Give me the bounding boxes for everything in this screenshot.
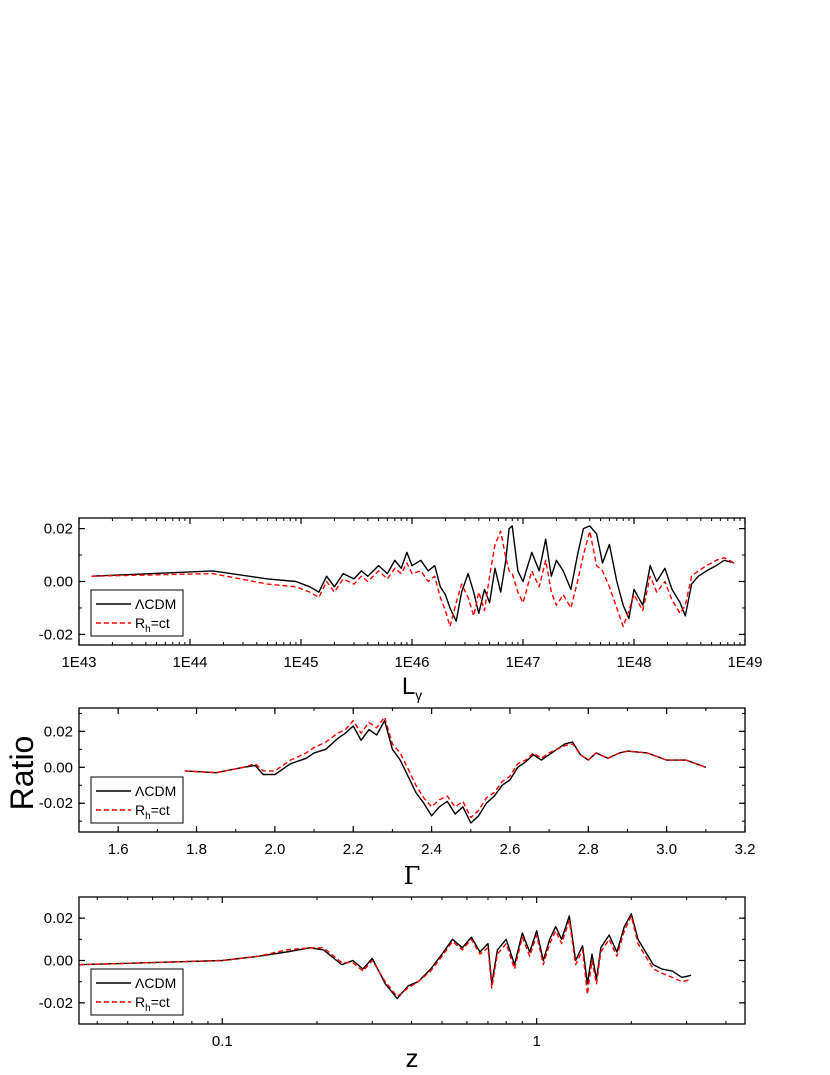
legend-rh-ct-label: Rh=ct — [135, 802, 170, 822]
x-tick-label: 1E46 — [394, 654, 429, 671]
panel-3: 0.1 1 -0.02 0.00 0.02 z ΛCDM Rh=ct — [39, 896, 746, 1073]
x-tick-label: 2.4 — [421, 841, 442, 858]
y-tick-label: 0.02 — [44, 910, 73, 927]
series-group — [91, 525, 735, 628]
legend-lcdm-label: ΛCDM — [135, 975, 176, 991]
x-axis-title: Lγ — [402, 673, 422, 703]
plot-frame — [78, 707, 746, 833]
y-tick-label: 0.00 — [44, 574, 73, 591]
series-lcdm-line — [79, 913, 692, 1000]
legend: ΛCDM Rh=ct — [90, 776, 184, 824]
shared-y-axis-title: Ratio — [4, 736, 40, 811]
y-tick-label: -0.02 — [39, 795, 73, 812]
legend: ΛCDM Rh=ct — [90, 589, 184, 637]
x-tick-label: 1E49 — [727, 654, 762, 671]
y-tick-label: 0.02 — [44, 521, 73, 538]
x-tick-label: 1E44 — [172, 654, 207, 671]
panel-2: 1.6 1.8 2.0 2.2 2.4 2.6 2.8 3.0 3.2 -0.02 0.00 0.02… — [39, 707, 756, 890]
series-lcdm-line — [91, 525, 735, 622]
x-tick-label: 2.6 — [500, 841, 521, 858]
series-rh-ct-line — [91, 530, 735, 628]
plot-frame — [78, 517, 746, 646]
x-tick-label: 1E48 — [616, 654, 651, 671]
legend-lcdm-label: ΛCDM — [135, 783, 176, 799]
x-tick-label: 1 — [532, 1033, 540, 1050]
legend-box — [90, 589, 184, 637]
legend-box — [90, 968, 184, 1016]
series-group — [79, 913, 692, 1000]
y-tick-label: 0.00 — [44, 953, 73, 970]
series-lcdm-line — [184, 719, 707, 824]
x-tick-label: 1E43 — [61, 654, 96, 671]
legend-box — [90, 776, 184, 824]
series-rh-ct-line — [184, 716, 707, 819]
x-tick-label: 3.0 — [656, 841, 677, 858]
legend: ΛCDM Rh=ct — [90, 968, 184, 1016]
series-rh-ct-line — [79, 915, 692, 998]
x-axis-title: z — [406, 1043, 419, 1073]
y-tick-label: 0.00 — [44, 759, 73, 776]
x-tick-label: 3.2 — [735, 841, 756, 858]
x-tick-label: 2.8 — [578, 841, 599, 858]
x-axis-title: Γ — [404, 862, 421, 890]
x-tick-label: 2.2 — [343, 841, 364, 858]
x-tick-label: 1.6 — [108, 841, 129, 858]
x-tick-label: 0.1 — [212, 1033, 233, 1050]
x-tick-label: 1E47 — [505, 654, 540, 671]
legend-rh-ct-label: Rh=ct — [135, 615, 170, 635]
x-tick-label: 1E45 — [283, 654, 318, 671]
x-tick-label: 2.0 — [264, 841, 285, 858]
panel-1: 1E43 1E44 1E45 1E46 1E47 1E48 1E49 -0.02 0.00 0.0… — [39, 517, 763, 703]
y-tick-label: 0.02 — [44, 723, 73, 740]
x-tick-label: 1.8 — [186, 841, 207, 858]
legend-rh-ct-label: Rh=ct — [135, 994, 170, 1014]
y-tick-label: -0.02 — [39, 995, 73, 1012]
legend-lcdm-label: ΛCDM — [135, 596, 176, 612]
plot-frame — [78, 896, 746, 1025]
y-tick-label: -0.02 — [39, 626, 73, 643]
series-group — [184, 716, 707, 824]
